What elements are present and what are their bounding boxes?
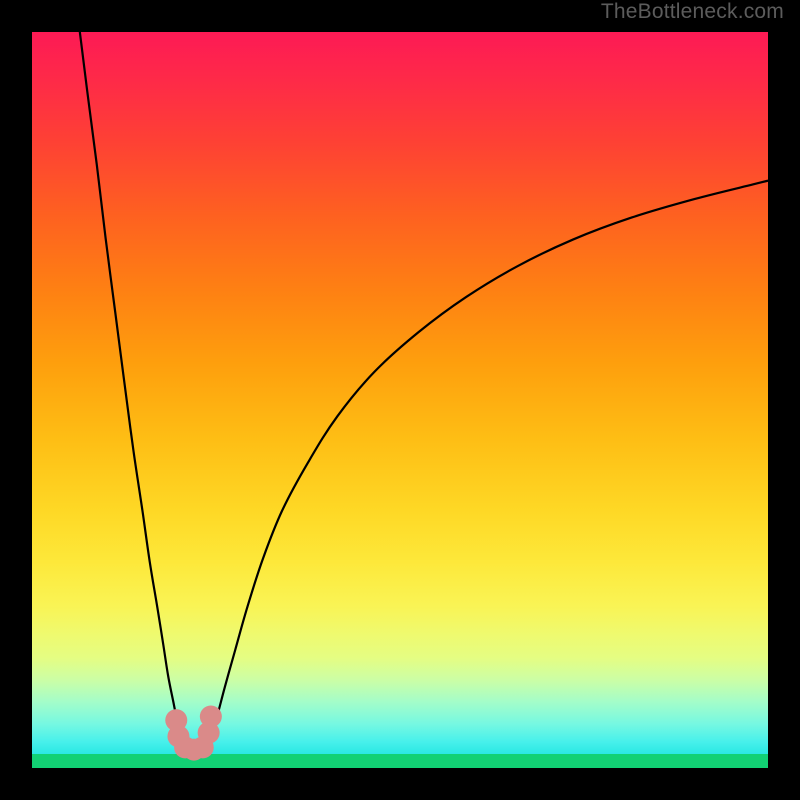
figure-container: { "figure": { "width": 800, "height": 80… — [0, 0, 800, 800]
bottleneck-chart — [0, 0, 800, 800]
plot-background — [32, 32, 768, 768]
green-baseline-band — [32, 754, 768, 768]
trough-marker-blob — [200, 705, 222, 727]
